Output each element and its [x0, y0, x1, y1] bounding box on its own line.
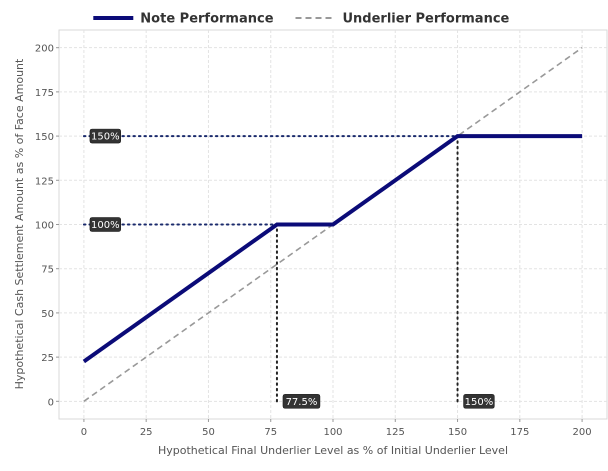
y-axis-title: Hypothetical Cash Settlement Amount as %…: [13, 58, 26, 389]
y-tick-label: 200: [35, 44, 54, 55]
annotation-box: [89, 217, 121, 232]
annotation-box: [282, 394, 321, 409]
x-tick-label: 175: [510, 427, 529, 438]
annotation-label: 150%: [465, 397, 494, 408]
x-tick-label: 50: [202, 427, 215, 438]
annotation-label: 150%: [91, 132, 120, 143]
annotation-box: [463, 394, 495, 409]
x-tick-label: 0: [81, 427, 87, 438]
x-tick-label: 150: [448, 427, 467, 438]
x-tick-label: 75: [264, 427, 277, 438]
y-tick-label: 125: [35, 176, 54, 187]
annotations: 150% 100% 77.5% 150%: [89, 128, 495, 409]
x-axis-title: Hypothetical Final Underlier Level as % …: [158, 444, 508, 457]
x-tick-label: 100: [323, 427, 342, 438]
note-performance-line: [82, 134, 583, 364]
y-tick-label: 150: [35, 132, 54, 143]
x-tick-label: 25: [140, 427, 153, 438]
y-tick-label: 50: [41, 309, 54, 320]
annotation-label: 100%: [91, 220, 120, 231]
axes: 0 25 50 75 100 125 150 175 200 0 25 50 75 100 125 150 17…: [35, 44, 592, 438]
x-tick-label: 200: [573, 427, 592, 438]
annotation-box: [89, 128, 121, 144]
annotation-label: 77.5%: [286, 397, 318, 408]
legend-label-note-performance: Note Performance: [140, 12, 273, 27]
y-tick-label: 100: [35, 221, 54, 232]
y-tick-label: 25: [41, 353, 54, 364]
y-tick-label: 175: [35, 88, 54, 99]
series-layer: [82, 47, 583, 402]
legend-label-underlier-performance: Underlier Performance: [343, 12, 510, 27]
y-tick-label: 0: [48, 397, 54, 408]
legend: Note Performance Underlier Performance: [93, 12, 510, 27]
x-tick-label: 125: [386, 427, 405, 438]
y-tick-label: 75: [41, 265, 54, 276]
